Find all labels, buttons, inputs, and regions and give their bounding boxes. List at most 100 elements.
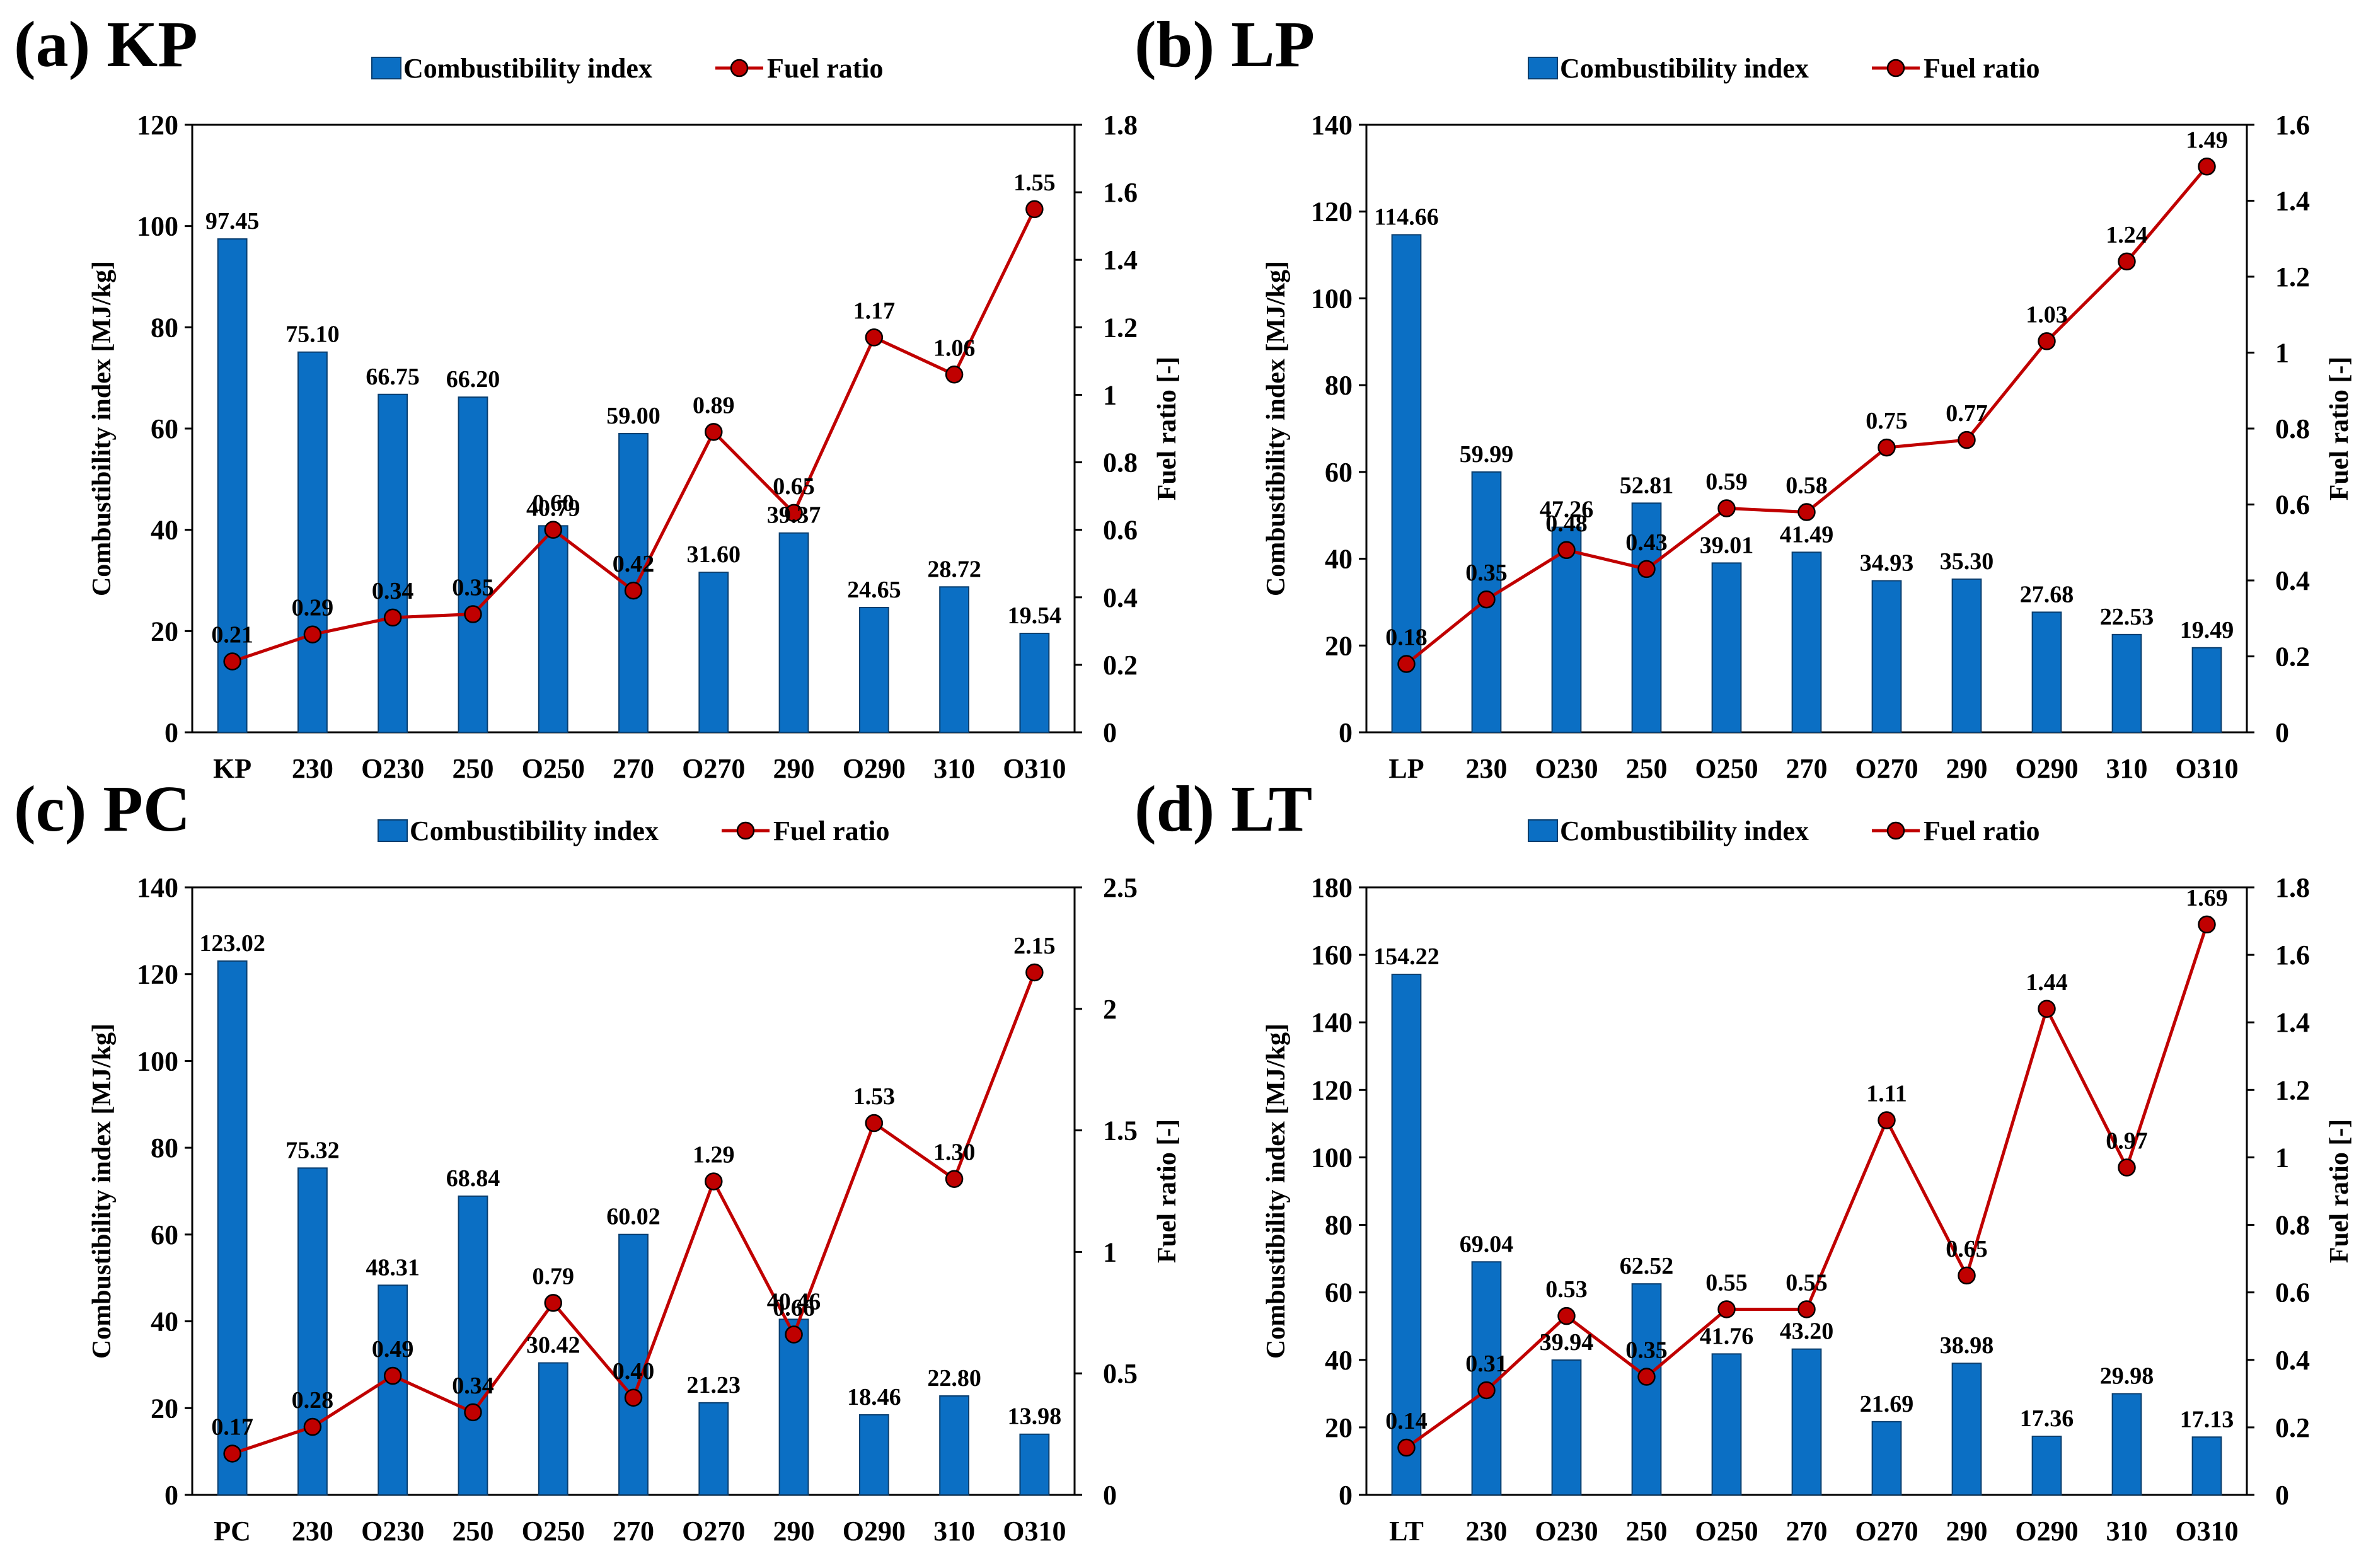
- x-tick-label: O230: [1535, 753, 1598, 784]
- y-tick-label: 80: [1325, 1210, 1353, 1241]
- bar: [1631, 1283, 1662, 1496]
- panel-title: (a) KP: [14, 8, 198, 81]
- x-tick-label: 270: [613, 753, 654, 784]
- y-tick-label: 0: [164, 717, 178, 748]
- fuel-ratio-data-label: 0.34: [372, 578, 414, 604]
- bar: [2031, 1436, 2062, 1496]
- legend-line-label: Fuel ratio: [1924, 816, 2040, 846]
- bar: [698, 1402, 729, 1496]
- fuel-ratio-data-label: 0.60: [532, 490, 574, 517]
- fuel-ratio-point: [464, 605, 482, 623]
- fuel-ratio-point: [1878, 1111, 1896, 1129]
- y2-tick-label: 1.6: [2275, 110, 2310, 141]
- fuel-ratio-data-label: 0.55: [1705, 1269, 1748, 1296]
- fuel-ratio-data-label: 0.14: [1385, 1408, 1428, 1434]
- x-tick-label: 250: [452, 1516, 493, 1547]
- fuel-ratio-data-label: 0.58: [1786, 473, 1828, 499]
- chart-panel-4: (d) LT Combustibility index Fuel ratio 0 20 4…: [1134, 773, 2354, 1547]
- x-tick-label: O270: [682, 753, 745, 784]
- y2-axis-title: Fuel ratio [-]: [2325, 1119, 2354, 1264]
- bar-data-label: 17.36: [2020, 1405, 2074, 1432]
- x-tick-label: 230: [1466, 753, 1508, 784]
- fuel-ratio-point: [1557, 541, 1576, 560]
- bar-data-label: 66.75: [366, 364, 420, 390]
- y-tick-label: 20: [1325, 1412, 1353, 1443]
- bar: [778, 1318, 809, 1496]
- x-tick-label: O230: [1535, 1516, 1598, 1547]
- fuel-ratio-data-label: 1.55: [1013, 170, 1056, 196]
- y-tick-label: 160: [1311, 940, 1353, 971]
- x-tick-label: 250: [1626, 1516, 1668, 1547]
- fuel-ratio-data-label: 0.28: [292, 1387, 334, 1414]
- chart-panel-3: (c) PC Combustibility index Fuel ratio0204…: [14, 773, 1182, 1547]
- x-tick-label: O290: [2015, 1516, 2078, 1547]
- bar-data-label: 41.76: [1700, 1323, 1754, 1349]
- fuel-ratio-data-label: 0.53: [1545, 1276, 1588, 1303]
- x-tick-label: O310: [2175, 753, 2238, 784]
- bar: [1471, 1261, 1502, 1496]
- legend-bar-swatch: [1528, 819, 1558, 842]
- y-tick-label: 20: [151, 1393, 178, 1424]
- fuel-ratio-data-label: 0.21: [211, 622, 253, 649]
- legend-bar-swatch: [1528, 57, 1558, 79]
- y-tick-label: 100: [137, 1046, 178, 1076]
- bar: [378, 1284, 408, 1496]
- bar-data-label: 27.68: [2020, 581, 2074, 608]
- fuel-ratio-data-label: 0.42: [613, 551, 655, 577]
- legend-bar-swatch: [378, 819, 408, 842]
- y2-axis-title: Fuel ratio [-]: [1153, 357, 1182, 501]
- bar: [698, 572, 729, 733]
- y-tick-label: 120: [1311, 197, 1353, 228]
- bar: [458, 396, 488, 733]
- fuel-ratio-point: [2038, 332, 2056, 350]
- bar-data-label: 35.30: [1940, 548, 1994, 575]
- x-tick-label: O230: [361, 753, 424, 784]
- fuel-ratio-point: [2198, 915, 2216, 934]
- x-tick-label: 290: [773, 1516, 815, 1547]
- y2-tick-label: 1.2: [1103, 312, 1138, 343]
- fuel-ratio-data-label: 0.75: [1866, 408, 1908, 434]
- bar-data-label: 39.01: [1700, 532, 1754, 558]
- fuel-ratio-point: [2038, 1000, 2056, 1018]
- fuel-ratio-data-label: 1.53: [853, 1083, 896, 1110]
- x-tick-label: O270: [682, 1516, 745, 1547]
- y2-tick-label: 1: [1103, 379, 1117, 410]
- fuel-ratio-point: [624, 1388, 643, 1407]
- fuel-ratio-data-label: 1.03: [2026, 301, 2068, 328]
- fuel-ratio-point: [785, 1325, 803, 1344]
- bar: [458, 1195, 488, 1496]
- fuel-ratio-point: [865, 1114, 884, 1133]
- bar: [778, 532, 809, 733]
- bar-data-label: 17.13: [2180, 1406, 2234, 1433]
- fuel-ratio-point: [624, 581, 643, 600]
- x-tick-label: O230: [361, 1516, 424, 1547]
- fuel-ratio-data-label: 0.31: [1465, 1351, 1508, 1377]
- bar-data-label: 154.22: [1373, 943, 1440, 970]
- y-tick-label: 180: [1311, 872, 1353, 903]
- bar-data-label: 34.93: [1860, 550, 1914, 576]
- x-tick-label: 250: [452, 753, 493, 784]
- bar: [538, 1362, 568, 1496]
- bar-data-label: 22.53: [2100, 604, 2154, 630]
- bar: [858, 606, 889, 733]
- y2-tick-label: 0: [2275, 717, 2289, 748]
- y2-tick-label: 0: [1103, 717, 1117, 748]
- bar-data-label: 59.00: [606, 403, 661, 429]
- y2-tick-label: 1.2: [2275, 1075, 2310, 1105]
- y2-tick-label: 0.6: [2275, 490, 2310, 521]
- fuel-ratio-data-label: 1.49: [2186, 127, 2228, 153]
- y-tick-label: 0: [164, 1480, 178, 1511]
- bar-data-label: 13.98: [1008, 1404, 1062, 1430]
- chart-panel-1: (a) KP Combustibility index Fuel ratio 0 20 4…: [14, 8, 1182, 784]
- y2-tick-label: 0.2: [2275, 642, 2310, 672]
- fuel-ratio-data-label: 0.77: [1946, 400, 1988, 427]
- fuel-ratio-point: [1958, 430, 1976, 449]
- x-tick-label: O290: [2015, 753, 2078, 784]
- fuel-ratio-point: [1025, 200, 1044, 219]
- bar: [1551, 1359, 1582, 1496]
- fuel-ratio-data-label: 0.97: [2106, 1128, 2148, 1155]
- fuel-ratio-point: [1025, 963, 1044, 982]
- bar: [1631, 502, 1662, 733]
- bar: [297, 351, 328, 733]
